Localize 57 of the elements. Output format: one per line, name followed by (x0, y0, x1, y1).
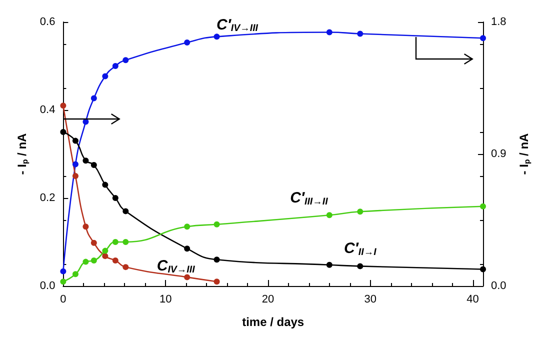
point (90, 95, 97, 102)
point (214, 34, 220, 40)
point (480, 266, 486, 272)
point (90, 240, 97, 246)
x-tick-label: 40 (466, 294, 479, 306)
point (357, 263, 364, 270)
point (102, 73, 108, 80)
y-tick-label: 0.6 (40, 16, 56, 28)
point (90, 257, 97, 264)
point (326, 262, 332, 268)
x-tick-label: 30 (364, 294, 376, 306)
y2-tick-label: 1.8 (491, 16, 506, 28)
point (214, 278, 220, 285)
x-tick-label: 0 (60, 294, 66, 306)
point (60, 268, 66, 274)
point (112, 239, 118, 245)
point (102, 182, 108, 188)
point (102, 248, 108, 254)
y-tick-label: 0.0 (40, 280, 56, 292)
point (184, 40, 190, 46)
point (122, 208, 129, 214)
point (184, 246, 190, 252)
point (357, 208, 364, 215)
point (72, 173, 78, 179)
point (326, 29, 332, 36)
point (60, 129, 66, 135)
point (72, 271, 78, 278)
point (112, 195, 118, 201)
y-tick-label: 0.2 (40, 192, 56, 204)
point (72, 138, 78, 144)
point (357, 30, 364, 37)
x-tick-label: 10 (159, 294, 172, 306)
point (90, 162, 97, 168)
x-axis-title: time / days (242, 315, 304, 329)
point (184, 224, 190, 230)
point (60, 278, 66, 285)
point (480, 35, 486, 42)
point (82, 158, 89, 164)
point (112, 63, 118, 69)
point (122, 264, 129, 270)
y2-tick-label: 0.9 (491, 148, 506, 160)
point (112, 257, 118, 264)
point (214, 221, 220, 228)
point (184, 274, 190, 280)
point (122, 57, 129, 64)
point (480, 203, 486, 210)
point (122, 239, 129, 245)
point (214, 256, 220, 263)
point (82, 224, 89, 230)
y-tick-label: 0.4 (40, 104, 56, 116)
point (72, 161, 78, 168)
point (326, 212, 332, 218)
x-tick-label: 20 (262, 294, 274, 306)
point (60, 102, 66, 109)
point (102, 253, 108, 260)
point (82, 258, 89, 265)
y2-tick-label: 0.0 (491, 280, 506, 292)
